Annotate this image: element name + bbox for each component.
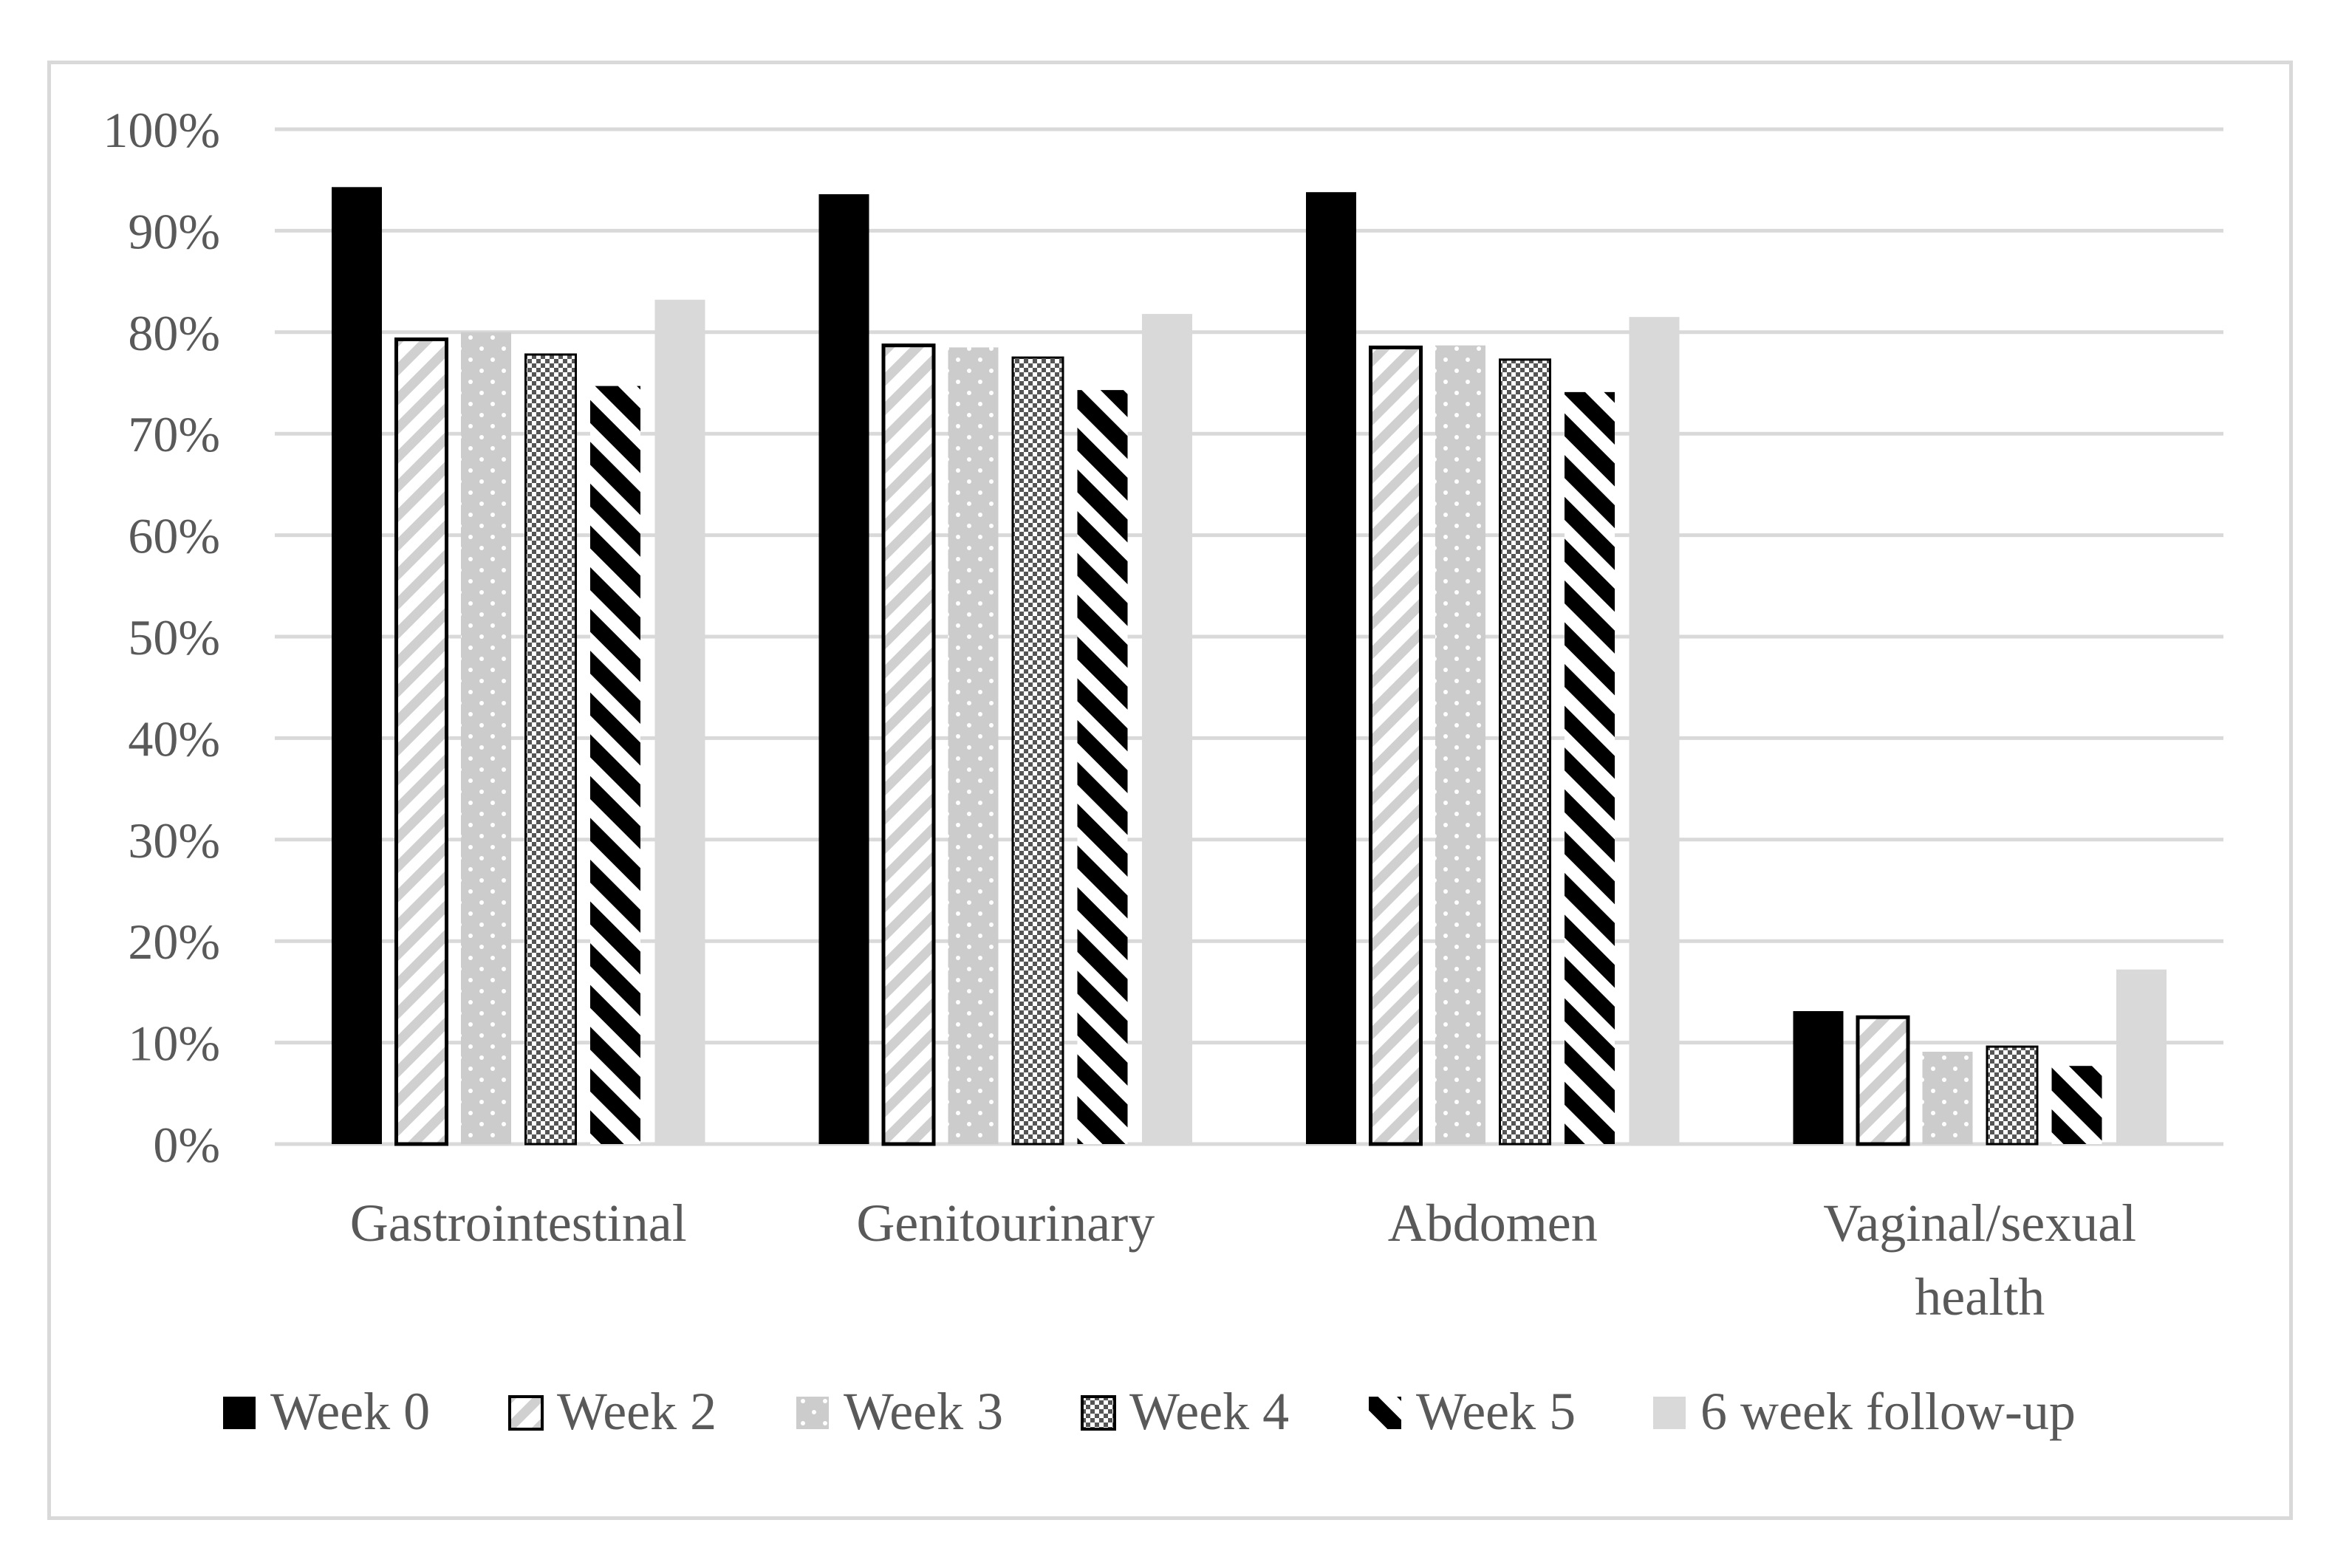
bar-week-5 [1077, 390, 1128, 1144]
x-category-label: Genitourinary [856, 1194, 1155, 1253]
bar-week-4 [1499, 358, 1551, 1146]
bar-week-3 [1922, 1051, 1973, 1144]
y-tick-label: 20% [128, 914, 220, 970]
legend-label: Week 5 [1416, 1382, 1576, 1441]
y-tick-label: 90% [128, 203, 220, 259]
bar-6-week-follow-up [1142, 314, 1192, 1144]
legend-label: Week 3 [844, 1382, 1003, 1441]
bar-week-0 [818, 194, 869, 1144]
legend-swatch [1081, 1395, 1116, 1431]
legend-swatch [796, 1397, 829, 1429]
bar-week-5 [2051, 1066, 2102, 1144]
y-tick-label: 70% [128, 406, 220, 462]
y-tick-label: 30% [128, 812, 220, 869]
legend-label: Week 2 [557, 1382, 717, 1441]
legend-label: Week 4 [1129, 1382, 1289, 1441]
bar-week-3 [1435, 345, 1485, 1144]
y-tick-label: 100% [103, 102, 220, 158]
legend: Week 0 Week 2 Week 3 Week 4 Week 5 6 week fol… [223, 1382, 2076, 1441]
bar-week-4 [1011, 356, 1064, 1146]
y-tick-label: 60% [128, 508, 220, 564]
x-category-label: Gastrointestinal [350, 1194, 687, 1253]
x-axis-category-labels: Gastrointestinal Genitourinary Abdomen Vagi… [350, 1194, 2136, 1326]
x-category-label: Vaginal/sexual health [1823, 1194, 2136, 1326]
legend-swatch [223, 1397, 256, 1429]
x-category-label: Abdomen [1388, 1194, 1598, 1253]
y-tick-label: 0% [153, 1117, 220, 1173]
bar-week-0 [1306, 192, 1356, 1144]
legend-label: 6 week follow-up [1700, 1382, 2076, 1441]
bar-6-week-follow-up [1629, 317, 1680, 1145]
bar-week-5 [590, 386, 640, 1144]
legend-swatch [1369, 1397, 1401, 1429]
bar-week-2 [394, 337, 448, 1146]
bar-week-4 [524, 353, 577, 1146]
bar-week-2 [1369, 345, 1423, 1146]
bar-week-3 [948, 347, 999, 1144]
bar-week-0 [1793, 1011, 1844, 1144]
y-tick-label: 40% [128, 711, 220, 767]
bar-week-5 [1565, 391, 1615, 1144]
bar-week-0 [332, 187, 382, 1144]
y-tick-label: 50% [128, 609, 220, 665]
bar-6-week-follow-up [654, 299, 705, 1144]
bar-week-2 [881, 343, 936, 1146]
legend-label: Week 0 [270, 1382, 430, 1441]
bars [332, 187, 2167, 1146]
bar-week-2 [1856, 1015, 1910, 1146]
y-tick-label: 10% [128, 1016, 220, 1072]
y-tick-label: 80% [128, 305, 220, 361]
bar-week-4 [1986, 1045, 2039, 1146]
bar-6-week-follow-up [2116, 969, 2167, 1144]
legend-swatch [508, 1395, 544, 1431]
bar-week-3 [461, 332, 511, 1144]
legend-swatch [1653, 1397, 1686, 1429]
y-axis-tick-labels: 0% 10% 20% 30% 40% 50% 60% 70% 80% 90% 100% [103, 102, 220, 1173]
